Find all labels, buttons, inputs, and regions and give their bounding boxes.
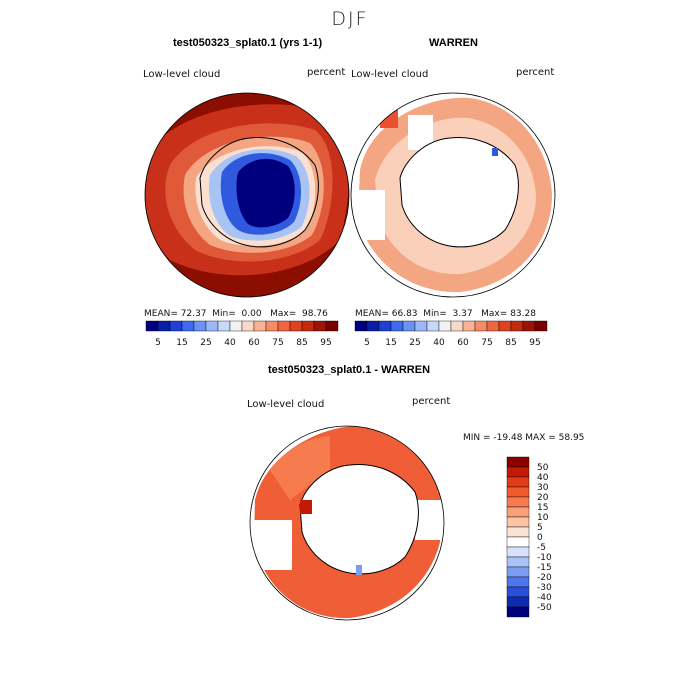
panel-b-mean: 66.83 (391, 309, 418, 319)
panel-diff-gap-east (415, 500, 444, 540)
panel-diff-colorbar-segment (506, 576, 530, 588)
panel-b-colorbar-tick-label: 5 (364, 338, 370, 348)
panel-diff-colorbar-segment (506, 606, 530, 618)
panel-diff-colorbar-tick-label: 40 (537, 473, 549, 483)
panel-a-colorbar-segment (325, 320, 339, 332)
panel-diff-field-label: Low-level cloud (247, 399, 325, 410)
panel-a-colorbar-tick-label: 95 (320, 338, 331, 348)
panel-diff-dark-patch (300, 500, 312, 514)
panel-a-map-border (144, 92, 350, 298)
panel-diff-colorbar-tick-label: 50 (537, 463, 549, 473)
panel-a-colorbar-tick-label: 25 (200, 338, 211, 348)
panel-diff-colorbar-segment (506, 496, 530, 508)
panel-b-colorbar-tick-label: 60 (457, 338, 469, 348)
panel-diff-map-border (249, 425, 445, 621)
panel-diff-light-patch (270, 436, 330, 500)
panel-diff-colorbar-segment (506, 506, 530, 518)
panel-b-title: WARREN (429, 37, 478, 49)
panel-b-stats: MEAN= 66.83 Min= 3.37 Max= 83.28 (355, 309, 536, 319)
panel-b-map-border (350, 92, 556, 298)
panel-diff-colorbar-segment (506, 526, 530, 538)
panel-a-colorbar-tick-label: 5 (155, 338, 161, 348)
panel-a-field-label: Low-level cloud (143, 69, 221, 80)
panel-diff-colorbar-tick-label: 5 (537, 523, 543, 533)
panel-diff-colorbar-segment (506, 456, 530, 468)
panel-diff-colorbar-segment (506, 556, 530, 568)
panel-b-coastline (399, 136, 519, 248)
panel-b-colorbar-tick-label: 95 (529, 338, 540, 348)
panel-b-colorbar-tick-label: 15 (385, 338, 396, 348)
panel-diff-colorbar-tick-label: 0 (537, 533, 543, 543)
panel-diff-colorbar-segment (506, 586, 530, 598)
panel-diff-title: test050323_splat0.1 - WARREN (268, 364, 431, 376)
panel-diff-colorbar-segment (506, 466, 530, 478)
season-title: DJF (331, 8, 369, 30)
panel-b-colorbar-tick-label: 40 (433, 338, 445, 348)
panel-b-colorbar-tick-label: 75 (481, 338, 492, 348)
panel-a-colorbar-tick-label: 40 (224, 338, 236, 348)
panel-b-colorbar-tick-label: 85 (505, 338, 516, 348)
panel-diff-colorbar-segment (506, 596, 530, 608)
panel-b-units: percent (516, 67, 555, 78)
panel-diff-colorbar-tick-label: -30 (537, 583, 552, 593)
panel-diff-colorbar-tick-label: 10 (537, 513, 549, 523)
panel-diff-colorbar-tick-label: -5 (537, 543, 546, 553)
panel-diff-colorbar-segment (506, 486, 530, 498)
panel-a-title: test050323_splat0.1 (yrs 1-1) (173, 37, 323, 49)
panel-diff-colorbar-segment (506, 566, 530, 578)
panel-b-max: 83.28 (510, 309, 536, 319)
panel-a-colorbar-tick-label: 15 (176, 338, 187, 348)
panel-diff-units: percent (412, 396, 451, 407)
panel-diff-colorbar-tick-label: -15 (537, 563, 552, 573)
panel-diff-colorbar-tick-label: -10 (537, 553, 552, 563)
panel-diff-colorbar-segment (506, 546, 530, 558)
panel-diff-colorbar-tick-label: -20 (537, 573, 552, 583)
panel-b-colorbar: 5 15 25 40 60 75 85 95 (354, 320, 548, 348)
panel-diff-colorbar-segment (506, 476, 530, 488)
panel-diff-gap-west (250, 520, 292, 570)
panel-a-colorbar-tick-label: 75 (272, 338, 283, 348)
panel-diff-colorbar-tick-label: 20 (537, 493, 549, 503)
panel-a-colorbar-tick-label: 85 (296, 338, 307, 348)
panel-diff-coastline (299, 463, 419, 575)
panel-a-navy-core (236, 158, 295, 228)
panel-a-coastline (199, 136, 319, 248)
panel-diff-colorbar-segment (506, 516, 530, 528)
panel-a-units: percent (307, 67, 346, 78)
panel-a-colorbar: 5 15 25 40 60 75 85 95 (145, 320, 339, 348)
panel-diff-colorbar-segment (506, 536, 530, 548)
panel-a-max: 98.76 (302, 309, 328, 319)
panel-a-colorbar-tick-label: 60 (248, 338, 260, 348)
panel-b-field-label: Low-level cloud (351, 69, 429, 80)
panel-b-blue-patch (492, 148, 498, 156)
panel-diff-minmax: MIN = -19.48 MAX = 58.95 (463, 433, 585, 443)
panel-b-colorbar-segment (534, 320, 548, 332)
panel-a-min: 0.00 (241, 309, 262, 319)
panel-diff-blue-patch (356, 565, 362, 575)
panel-a-mean: 72.37 (180, 309, 207, 319)
panel-diff-colorbar-tick-label: 30 (537, 483, 549, 493)
panel-diff-colorbar-tick-label: 15 (537, 503, 548, 513)
panel-b-colorbar-tick-label: 25 (409, 338, 420, 348)
panel-b-min: 3.37 (452, 309, 473, 319)
panel-diff-colorbar-tick-label: -50 (537, 603, 552, 613)
panel-a-stats: MEAN= 72.37 Min= 0.00 Max= 98.76 (144, 309, 328, 319)
panel-diff-colorbar-tick-label: -40 (537, 593, 552, 603)
